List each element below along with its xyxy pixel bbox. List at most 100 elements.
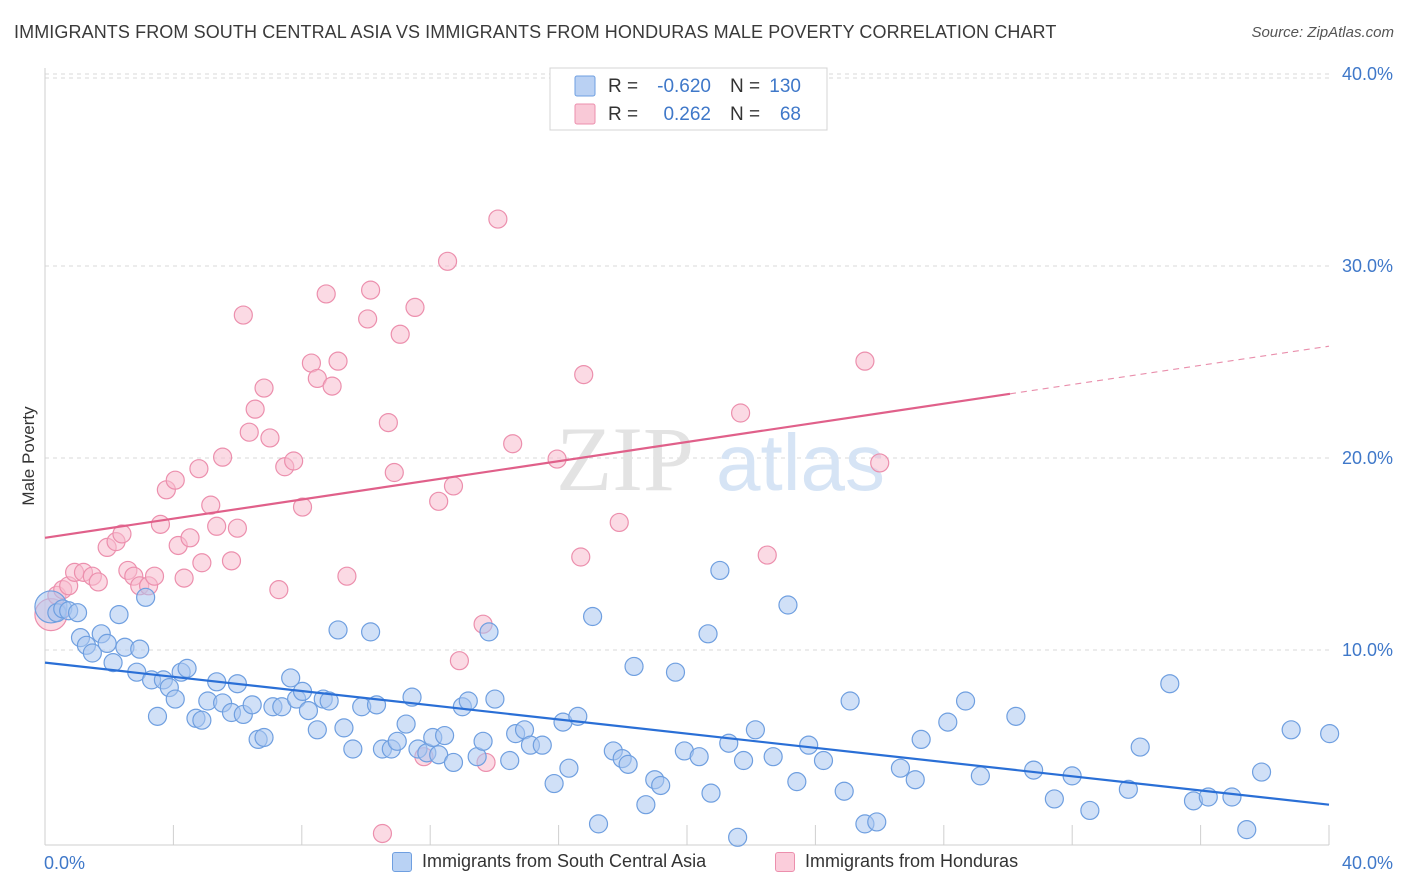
- honduras-point: [239, 422, 259, 442]
- south-central-asia-point: [328, 620, 348, 640]
- south-central-asia-point: [624, 656, 644, 677]
- honduras-point: [207, 516, 227, 536]
- south-central-asia-point: [165, 689, 185, 709]
- south-central-asia-point: [361, 622, 381, 642]
- honduras-point: [488, 209, 508, 229]
- honduras-point: [260, 428, 280, 448]
- south-central-asia-point: [1251, 762, 1272, 782]
- south-central-asia-point: [272, 697, 292, 717]
- honduras-point: [449, 651, 469, 671]
- south-central-asia-point: [905, 770, 925, 790]
- honduras-point: [571, 547, 591, 567]
- south-central-asia-point: [147, 706, 168, 726]
- honduras-point: [245, 399, 265, 419]
- south-central-asia-point: [109, 604, 129, 625]
- south-central-asia-point: [834, 781, 854, 801]
- honduras-point: [165, 470, 185, 490]
- series-honduras-points: [34, 209, 890, 844]
- honduras-point: [174, 568, 194, 588]
- south-central-asia-point: [307, 720, 327, 740]
- honduras-point: [757, 545, 777, 565]
- south-central-asia-point: [1130, 737, 1150, 757]
- honduras-point: [429, 491, 449, 511]
- stats-n-label: N =: [730, 76, 760, 97]
- south-central-asia-point: [103, 652, 123, 673]
- south-central-asia-point: [970, 766, 990, 786]
- y-tick-label: 20.0%: [1342, 448, 1393, 468]
- trend-lines: [44, 345, 1330, 806]
- south-central-asia-point: [319, 691, 339, 711]
- honduras-point: [384, 462, 404, 483]
- trend-line-south-central-asia: [44, 661, 1330, 806]
- south-central-asia-point: [651, 775, 671, 796]
- south-central-asia-point: [473, 731, 493, 751]
- south-central-asia-point: [698, 624, 718, 644]
- south-central-asia-point: [479, 622, 499, 642]
- x-tick-label-min: 0.0%: [44, 853, 85, 873]
- stats-n-label: N =: [730, 104, 760, 125]
- south-central-asia-point: [500, 750, 520, 771]
- south-central-asia-point: [544, 773, 564, 794]
- honduras-point: [730, 403, 751, 423]
- south-central-asia-point: [443, 752, 464, 773]
- south-central-asia-point: [710, 560, 730, 581]
- south-central-asia-point: [298, 700, 319, 721]
- south-central-asia-point: [665, 662, 686, 682]
- honduras-point: [855, 351, 875, 371]
- south-central-asia-point: [1281, 720, 1301, 740]
- honduras-point: [227, 518, 247, 538]
- x-tick-label-max: 40.0%: [1342, 853, 1393, 873]
- tick-labels: 10.0% 20.0% 30.0% 40.0% 0.0% 40.0%: [44, 64, 1393, 873]
- stats-legend-box: [549, 67, 828, 131]
- south-central-asia-point: [728, 827, 748, 847]
- honduras-point: [443, 476, 464, 496]
- south-central-asia-point: [192, 710, 212, 730]
- south-central-asia-point: [177, 658, 197, 678]
- honduras-point: [213, 447, 233, 467]
- south-central-asia-point: [559, 758, 579, 778]
- honduras-point: [292, 497, 313, 517]
- honduras-point: [322, 376, 342, 396]
- trend-line-honduras-extension: [1009, 345, 1330, 395]
- stats-r-value: -0.620: [657, 76, 711, 97]
- south-central-asia-point: [733, 750, 754, 771]
- south-central-asia-point: [890, 758, 911, 778]
- south-central-asia-point: [97, 633, 117, 654]
- south-central-asia-point: [1006, 706, 1026, 726]
- stats-n-value: 68: [780, 104, 801, 125]
- honduras-point: [870, 453, 890, 473]
- honduras-point: [221, 551, 242, 571]
- south-central-asia-point: [485, 689, 505, 709]
- south-central-asia-point: [763, 747, 783, 767]
- south-central-asia-point: [636, 795, 656, 815]
- south-central-asia-point: [1044, 789, 1064, 809]
- honduras-point: [316, 284, 336, 304]
- honduras-point: [437, 251, 458, 271]
- south-central-asia-point: [618, 754, 638, 774]
- south-central-asia-point: [787, 772, 807, 792]
- south-central-asia-point: [1024, 760, 1044, 780]
- honduras-point: [254, 378, 274, 398]
- honduras-point: [189, 459, 209, 479]
- south-central-asia-point: [582, 606, 603, 627]
- honduras-point: [503, 434, 523, 454]
- watermark-atlas: atlas: [716, 418, 885, 507]
- legend-label-honduras: Immigrants from Honduras: [805, 851, 1019, 871]
- honduras-point: [405, 297, 425, 317]
- honduras-point: [328, 351, 348, 371]
- honduras-point: [372, 823, 393, 844]
- legend-item-south-central-asia[interactable]: Immigrants from South Central Asia: [392, 851, 706, 872]
- honduras-point: [358, 309, 378, 329]
- south-central-asia-point: [689, 747, 709, 767]
- south-central-asia-point: [911, 729, 931, 750]
- legend-item-honduras[interactable]: Immigrants from Honduras: [775, 851, 1018, 872]
- trend-line-honduras: [44, 392, 1011, 539]
- legend-label-south-central-asia: Immigrants from South Central Asia: [422, 851, 707, 871]
- south-central-asia-point: [130, 639, 150, 659]
- south-central-asia-point: [778, 595, 798, 615]
- honduras-point: [180, 528, 200, 548]
- south-central-asia-point: [396, 714, 416, 734]
- axes: [44, 68, 1330, 846]
- honduras-point: [144, 566, 165, 586]
